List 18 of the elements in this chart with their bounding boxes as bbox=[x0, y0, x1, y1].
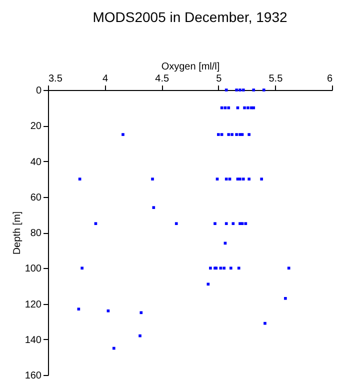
y-tick-label: 80 bbox=[30, 228, 42, 239]
y-tick-label: 20 bbox=[30, 121, 42, 132]
x-tick-label: 3.5 bbox=[48, 74, 63, 84]
y-tick-label: 120 bbox=[24, 299, 42, 310]
x-axis-title: Oxygen [ml/l] bbox=[161, 62, 220, 72]
x-tick-label: 5 bbox=[216, 74, 222, 84]
x-tick-label: 4 bbox=[102, 74, 109, 84]
x-tick-label: 4.5 bbox=[155, 74, 170, 84]
y-tick-label: 100 bbox=[24, 264, 42, 275]
y-tick-label: 60 bbox=[30, 192, 42, 204]
y-tick-label: 140 bbox=[24, 334, 42, 346]
y-tick-label: 0 bbox=[36, 86, 42, 96]
y-axis-title: Depth [m] bbox=[12, 211, 23, 255]
x-tick-label: 6 bbox=[326, 74, 333, 84]
x-tick-label: 5.5 bbox=[268, 74, 284, 84]
y-tick-label: 40 bbox=[30, 156, 42, 168]
y-tick-label: 160 bbox=[24, 370, 42, 382]
chart-title: MODS2005 in December, 1932 bbox=[92, 9, 288, 25]
